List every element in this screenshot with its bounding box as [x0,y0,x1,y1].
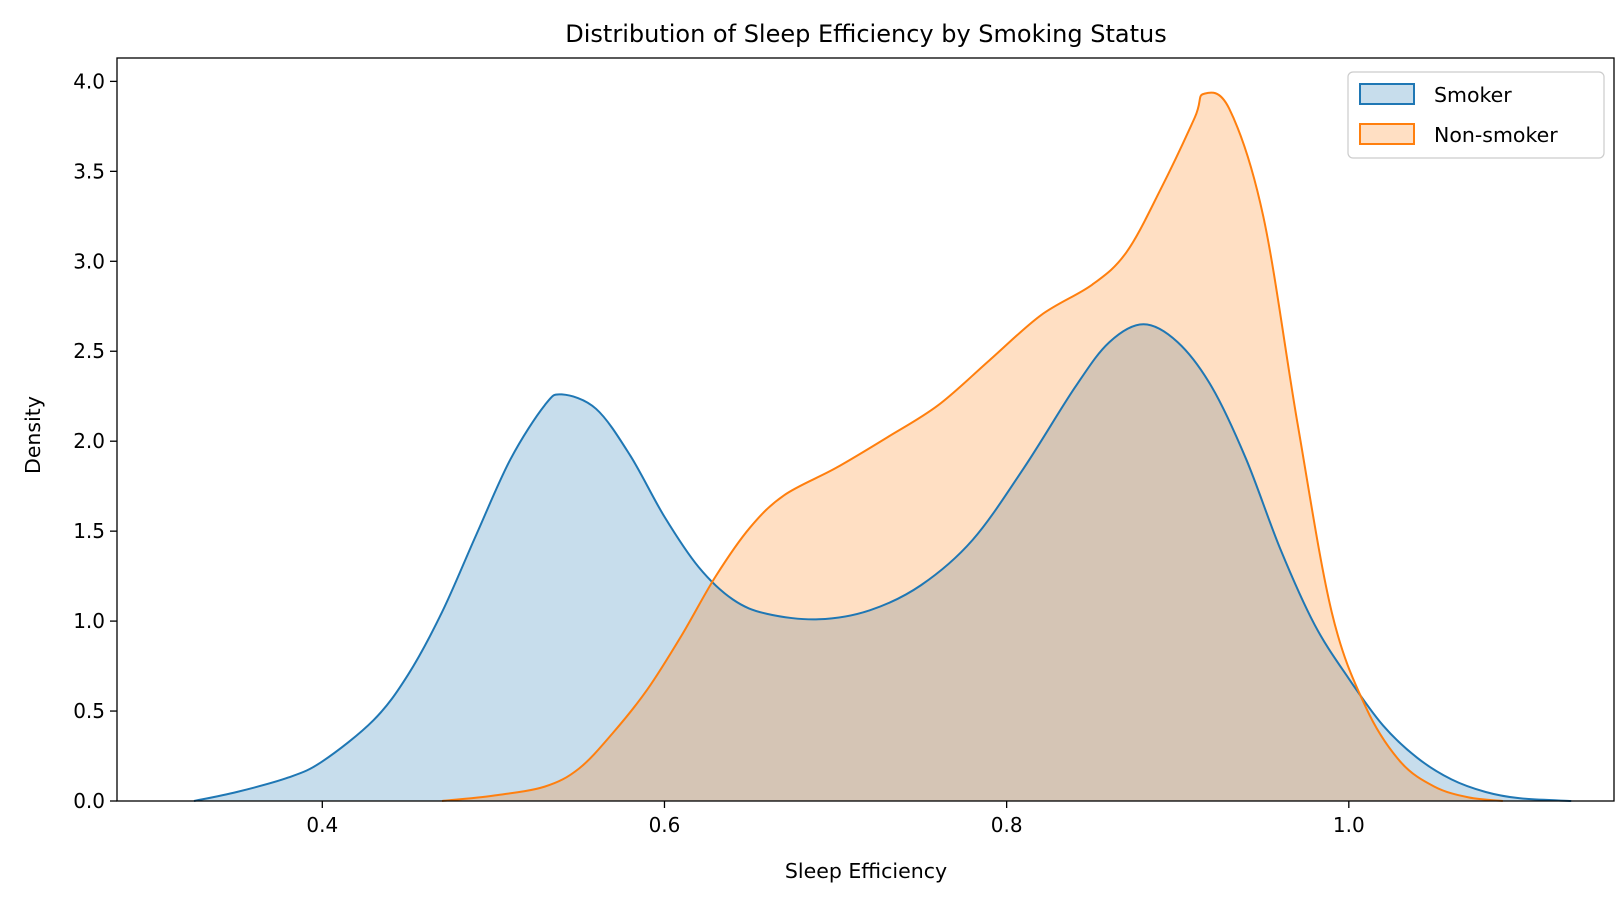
legend-box [1347,71,1605,159]
x-axis: 0.4 0.6 0.8 1.0 [306,801,1365,837]
density-fills [193,92,1572,801]
y-tick-label: 1.5 [73,519,105,543]
legend: Smoker Non-smoker [1347,71,1605,159]
y-tick-label: 3.0 [73,249,105,273]
y-tick-label: 0.5 [73,699,105,723]
x-tick-label: 0.4 [306,813,338,837]
legend-label-smoker: Smoker [1434,83,1512,107]
x-axis-label: Sleep Efficiency [785,859,947,883]
x-tick-label: 1.0 [1333,813,1365,837]
density-line-non-smoker [441,91,1503,802]
plot-frame [116,57,1615,802]
y-tick-label: 2.5 [73,339,105,363]
x-tick-label: 0.8 [991,813,1023,837]
chart-title: Distribution of Sleep Efficiency by Smok… [565,20,1166,48]
y-tick-label: 2.0 [73,429,105,453]
y-axis: 0.0 0.5 1.0 1.5 2.0 2.5 3.0 3.5 4.0 [73,69,117,813]
y-tick-label: 1.0 [73,609,105,633]
density-area-smoker [193,324,1572,801]
x-tick-label: 0.6 [649,813,681,837]
legend-label-non-smoker: Non-smoker [1434,123,1558,147]
y-tick-label: 4.0 [73,69,105,93]
legend-swatch-non-smoker [1359,123,1415,145]
y-tick-label: 3.5 [73,159,105,183]
density-lines [193,91,1572,802]
density-area-non-smoker [442,92,1503,801]
density-line-smoker [193,323,1572,802]
y-axis-label: Density [21,396,45,474]
y-tick-label: 0.0 [73,789,105,813]
legend-swatch-smoker [1359,83,1415,105]
